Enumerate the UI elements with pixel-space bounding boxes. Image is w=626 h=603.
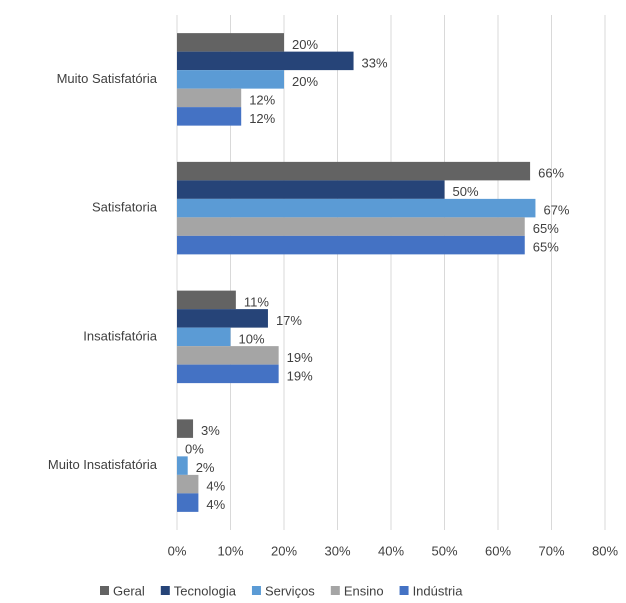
bar	[177, 33, 284, 52]
legend-label: Indústria	[413, 583, 464, 598]
bar	[177, 364, 279, 384]
x-tick-label: 0%	[168, 543, 187, 558]
bar	[177, 346, 279, 365]
x-tick-label: 80%	[592, 543, 618, 558]
bar	[177, 456, 188, 475]
x-tick-label: 50%	[431, 543, 457, 558]
legend-marker	[100, 586, 109, 595]
bar	[177, 161, 531, 181]
x-tick-label: 20%	[271, 543, 297, 558]
legend-marker	[160, 586, 170, 595]
data-label: 3%	[201, 423, 220, 438]
y-tick-label: Satisfatoria	[92, 200, 158, 215]
legend-marker	[399, 586, 409, 595]
bar	[177, 474, 199, 494]
data-label: 12%	[249, 92, 275, 107]
data-label: 10%	[239, 331, 265, 346]
data-label: 67%	[543, 203, 569, 218]
x-tick-label: 10%	[217, 543, 243, 558]
y-tick-label: Muito Insatisfatória	[48, 457, 158, 472]
bar	[177, 419, 194, 438]
data-label: 4%	[206, 497, 225, 512]
bar	[177, 198, 536, 218]
legend-label: Ensino	[344, 583, 384, 598]
bar	[177, 235, 525, 255]
legend-label: Serviços	[265, 583, 315, 598]
data-label: 11%	[244, 294, 269, 309]
bar	[177, 88, 242, 108]
bar	[177, 217, 525, 236]
bar	[177, 309, 268, 328]
x-tick-label: 30%	[324, 543, 350, 558]
bar	[177, 327, 231, 347]
data-label: 12%	[249, 111, 275, 126]
data-label: 20%	[292, 74, 318, 89]
x-tick-label: 70%	[538, 543, 564, 558]
data-label: 65%	[533, 221, 559, 236]
bar	[177, 290, 236, 310]
bar	[177, 51, 354, 71]
data-label: 4%	[206, 479, 225, 494]
data-label: 33%	[362, 55, 388, 70]
legend-label: Tecnologia	[174, 583, 237, 598]
data-label: 2%	[196, 460, 215, 475]
y-tick-label: Insatisfatória	[83, 328, 157, 343]
x-tick-label: 60%	[485, 543, 511, 558]
y-tick-label: Muito Satisfatória	[57, 71, 158, 86]
data-label: 65%	[533, 240, 559, 255]
bar	[177, 180, 445, 199]
data-label: 20%	[292, 37, 318, 52]
legend-marker	[330, 586, 340, 595]
data-label: 19%	[287, 368, 313, 383]
bar	[177, 107, 242, 126]
legend-label: Geral	[113, 583, 145, 598]
data-label: 19%	[287, 350, 313, 365]
data-label: 50%	[453, 184, 479, 199]
data-label: 66%	[538, 166, 564, 181]
data-label: 0%	[185, 442, 204, 457]
x-tick-label: 40%	[378, 543, 404, 558]
legend-marker	[251, 586, 261, 595]
bar	[177, 493, 199, 512]
bar	[177, 70, 284, 89]
data-label: 17%	[276, 313, 302, 328]
